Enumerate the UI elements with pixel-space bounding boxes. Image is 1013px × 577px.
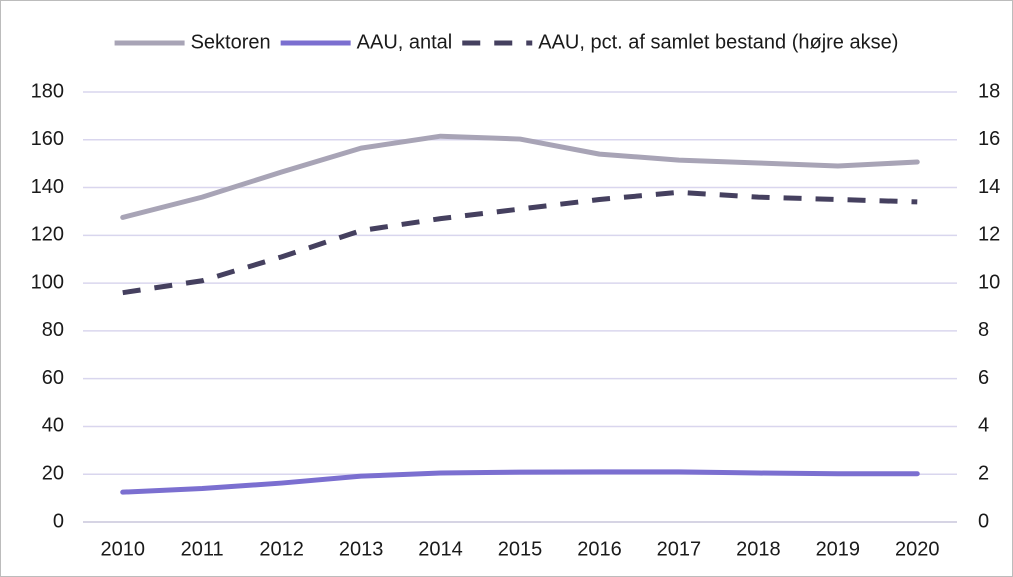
legend-label: Sektoren (191, 31, 271, 53)
legend-label: AAU, pct. af samlet bestand (højre akse) (538, 31, 898, 53)
x-tick-label: 2018 (736, 538, 781, 560)
y2-tick-label: 16 (978, 128, 1000, 150)
y2-tick-label: 4 (978, 415, 989, 437)
x-tick-label: 2017 (657, 538, 702, 560)
y-tick-label: 80 (42, 319, 64, 341)
y-tick-label: 140 (31, 176, 64, 198)
y-tick-label: 60 (42, 367, 64, 389)
y-tick-label: 120 (31, 224, 64, 246)
y2-tick-label: 18 (978, 80, 1000, 102)
y-tick-label: 100 (31, 271, 64, 293)
x-tick-label: 2013 (339, 538, 384, 560)
legend-label: AAU, antal (357, 31, 453, 53)
y2-tick-label: 12 (978, 224, 1000, 246)
x-tick-label: 2012 (259, 538, 304, 560)
y-tick-label: 40 (42, 415, 64, 437)
x-tick-label: 2014 (418, 538, 463, 560)
x-tick-label: 2010 (100, 538, 145, 560)
series-line (122, 189, 918, 296)
y2-tick-label: 8 (978, 319, 989, 341)
y2-tick-label: 14 (978, 176, 1000, 198)
series-line (120, 469, 920, 495)
x-tick-label: 2015 (498, 538, 543, 560)
y-tick-label: 180 (31, 80, 64, 102)
y2-tick-label: 2 (978, 463, 989, 485)
y2-tick-label: 10 (978, 271, 1000, 293)
y-tick-label: 0 (53, 510, 64, 532)
x-tick-label: 2020 (895, 538, 940, 560)
y-tick-label: 20 (42, 463, 64, 485)
y2-tick-label: 0 (978, 510, 989, 532)
series-line (120, 133, 920, 220)
y2-tick-label: 6 (978, 367, 989, 389)
x-tick-label: 2019 (816, 538, 861, 560)
x-tick-label: 2011 (181, 538, 224, 560)
x-tick-label: 2016 (577, 538, 622, 560)
y-tick-label: 160 (31, 128, 64, 150)
